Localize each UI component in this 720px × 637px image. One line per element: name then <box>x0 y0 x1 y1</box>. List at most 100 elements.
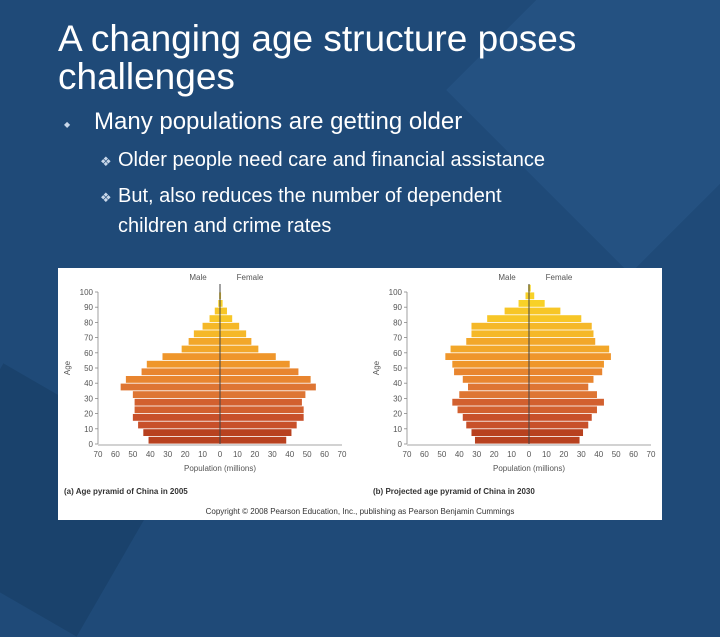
male-bar <box>194 330 220 337</box>
age-tick-label: 20 <box>393 410 402 419</box>
female-bar <box>220 368 298 375</box>
sub-bullet-icon: ❖ <box>100 148 118 176</box>
age-tick-label: 30 <box>84 394 93 403</box>
male-bar <box>452 361 529 368</box>
age-tick-label: 80 <box>84 318 93 327</box>
population-axis-title: Population (millions) <box>493 464 565 473</box>
female-bar <box>529 308 560 315</box>
male-bar <box>458 406 529 413</box>
age-tick-label: 50 <box>393 364 402 373</box>
female-header: Female <box>237 273 264 282</box>
female-bar <box>529 414 592 421</box>
female-bar <box>529 376 593 383</box>
population-tick-label: 0 <box>218 450 223 459</box>
population-tick-label: 40 <box>594 450 603 459</box>
population-tick-label: 0 <box>527 450 532 459</box>
age-tick-label: 30 <box>393 394 402 403</box>
male-bar <box>135 406 220 413</box>
pyramid-caption: (a) Age pyramid of China in 2005 <box>64 487 188 496</box>
female-bar <box>529 338 595 345</box>
female-bar <box>220 422 297 429</box>
female-bar <box>529 292 534 299</box>
population-tick-label: 30 <box>163 450 172 459</box>
male-bar <box>463 376 529 383</box>
age-tick-label: 80 <box>393 318 402 327</box>
age-tick-label: 20 <box>84 410 93 419</box>
male-bar <box>468 384 529 391</box>
female-bar <box>529 323 592 330</box>
female-bar <box>220 429 291 436</box>
male-bar <box>203 323 220 330</box>
female-bar <box>529 429 583 436</box>
male-bar <box>142 368 220 375</box>
male-bar <box>135 399 220 406</box>
male-bar <box>466 422 529 429</box>
population-tick-label: 20 <box>250 450 259 459</box>
female-bar <box>529 300 545 307</box>
female-bar <box>220 376 311 383</box>
population-tick-label: 60 <box>629 450 638 459</box>
population-tick-label: 50 <box>437 450 446 459</box>
population-tick-label: 70 <box>403 450 412 459</box>
age-tick-label: 100 <box>389 288 403 297</box>
population-tick-label: 60 <box>420 450 429 459</box>
male-bar <box>463 414 529 421</box>
age-tick-label: 0 <box>398 440 403 449</box>
age-tick-label: 70 <box>393 334 402 343</box>
male-bar <box>445 353 529 360</box>
sub-bullet-1-text: Older people need care and financial ass… <box>118 149 545 171</box>
male-bar <box>505 308 529 315</box>
age-tick-label: 90 <box>393 303 402 312</box>
population-tick-label: 40 <box>285 450 294 459</box>
male-bar <box>459 391 529 398</box>
female-bar <box>529 361 604 368</box>
population-tick-label: 30 <box>577 450 586 459</box>
population-tick-label: 40 <box>455 450 464 459</box>
population-tick-label: 10 <box>233 450 242 459</box>
population-tick-label: 50 <box>128 450 137 459</box>
female-bar <box>529 353 611 360</box>
female-bar <box>220 353 276 360</box>
sub-bullet-icon: ❖ <box>100 184 118 212</box>
male-bar <box>162 353 220 360</box>
female-bar <box>220 406 304 413</box>
population-tick-label: 30 <box>472 450 481 459</box>
age-tick-label: 100 <box>80 288 94 297</box>
female-bar <box>220 323 239 330</box>
population-tick-label: 70 <box>647 450 656 459</box>
age-axis-title: Age <box>372 360 381 375</box>
sub-bullet-1: ❖Older people need care and financial as… <box>100 146 545 176</box>
male-bar <box>466 338 529 345</box>
female-bar <box>529 384 588 391</box>
population-tick-label: 40 <box>146 450 155 459</box>
sub-bullet-2-text-line1: But, also reduces the number of dependen… <box>118 185 502 207</box>
male-bar <box>133 414 220 421</box>
population-tick-label: 50 <box>612 450 621 459</box>
age-tick-label: 60 <box>393 349 402 358</box>
male-bar <box>143 429 220 436</box>
female-bar <box>529 330 593 337</box>
female-bar <box>220 315 232 322</box>
age-tick-label: 90 <box>84 303 93 312</box>
female-bar <box>529 368 602 375</box>
male-bar <box>138 422 220 429</box>
sub-bullet-2-text-line2: children and crime rates <box>100 212 502 240</box>
male-bar <box>451 346 529 353</box>
age-tick-label: 0 <box>89 440 94 449</box>
male-bar <box>189 338 220 345</box>
male-bar <box>471 429 529 436</box>
male-bar <box>475 437 529 444</box>
age-tick-label: 10 <box>84 425 93 434</box>
population-tick-label: 10 <box>542 450 551 459</box>
age-tick-label: 40 <box>84 379 93 388</box>
sub-bullet-2: ❖But, also reduces the number of depende… <box>100 182 502 240</box>
pyramid-caption: (b) Projected age pyramid of China in 20… <box>373 487 535 496</box>
male-bar <box>182 346 220 353</box>
female-bar <box>529 406 597 413</box>
female-bar <box>220 346 258 353</box>
female-bar <box>220 437 286 444</box>
bullet-icon: ◆ <box>64 120 70 129</box>
male-bar <box>519 300 529 307</box>
